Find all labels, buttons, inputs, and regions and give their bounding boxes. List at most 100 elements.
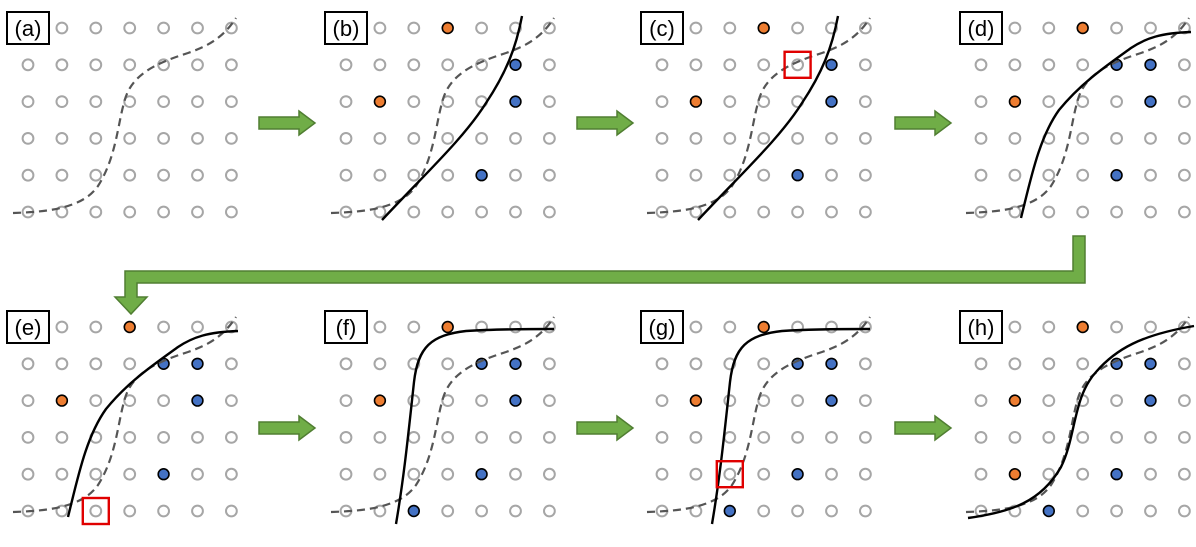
unlabeled-point	[225, 467, 238, 481]
panel: (f)	[324, 310, 556, 525]
unlabeled-point	[1110, 394, 1123, 408]
unlabeled-point	[1144, 168, 1157, 182]
unlabeled-point	[1178, 205, 1191, 219]
unlabeled-point	[123, 95, 137, 108]
right-arrow	[894, 414, 953, 442]
unlabeled-point	[1144, 504, 1157, 518]
unlabeled-point	[373, 58, 387, 72]
unlabeled-point	[373, 320, 387, 334]
labeled-point-orange	[1076, 320, 1089, 334]
right-arrow	[258, 414, 317, 442]
unlabeled-point	[757, 431, 771, 444]
labeled-point-orange	[689, 394, 703, 407]
unlabeled-point	[89, 504, 103, 518]
panel: (e)	[6, 310, 239, 526]
unlabeled-point	[407, 132, 421, 145]
unlabeled-point	[407, 168, 421, 182]
unlabeled-point	[1042, 357, 1056, 371]
unlabeled-point	[974, 431, 988, 444]
labeled-point-blue	[191, 357, 204, 370]
unlabeled-point	[339, 95, 353, 108]
unlabeled-point	[157, 504, 171, 518]
unlabeled-point	[225, 21, 238, 35]
query-highlight-box	[715, 460, 744, 489]
labeled-point-orange	[1076, 21, 1089, 35]
unlabeled-point	[191, 58, 204, 72]
unlabeled-point	[543, 431, 556, 444]
labeled-point-orange	[1008, 394, 1022, 407]
unlabeled-point	[1042, 168, 1056, 182]
unlabeled-point	[1042, 467, 1056, 481]
unlabeled-point	[407, 21, 421, 35]
panel: (b)	[324, 11, 556, 221]
unlabeled-point	[441, 357, 455, 371]
unlabeled-point	[123, 205, 137, 219]
unlabeled-point	[89, 168, 103, 182]
unlabeled-point	[21, 357, 35, 371]
labeled-point-blue	[407, 504, 420, 518]
panel-label: (d)	[968, 16, 995, 41]
unlabeled-point	[1076, 58, 1090, 72]
unlabeled-point	[339, 394, 353, 408]
unlabeled-point	[339, 58, 353, 72]
unlabeled-point	[21, 95, 35, 108]
unlabeled-point	[191, 504, 204, 518]
labeled-point-orange	[123, 320, 136, 334]
unlabeled-point	[441, 394, 455, 408]
unlabeled-point	[407, 95, 421, 108]
query-highlight-box	[81, 496, 111, 526]
labeled-point-blue	[1110, 468, 1123, 481]
unlabeled-point	[1144, 320, 1157, 334]
unlabeled-point	[859, 58, 872, 72]
unlabeled-point	[543, 95, 556, 108]
panel-label-box	[6, 310, 50, 344]
unlabeled-point	[1076, 504, 1090, 518]
unlabeled-point	[655, 95, 669, 108]
unlabeled-point	[89, 132, 103, 145]
unlabeled-point	[1178, 394, 1191, 408]
unlabeled-point	[225, 394, 238, 408]
unlabeled-point	[55, 58, 69, 72]
labeled-point-blue	[825, 394, 838, 407]
right-arrow	[576, 414, 635, 442]
unlabeled-point	[225, 58, 238, 72]
unlabeled-point	[157, 95, 171, 108]
unlabeled-point	[723, 467, 737, 481]
unlabeled-point	[509, 168, 522, 182]
labeled-point-blue	[1042, 504, 1056, 518]
unlabeled-point	[21, 431, 35, 444]
true-boundary-dashed	[12, 17, 237, 215]
unlabeled-point	[825, 205, 838, 219]
unlabeled-point	[723, 394, 737, 408]
learned-boundary	[1019, 30, 1192, 219]
unlabeled-point	[1178, 168, 1191, 182]
unlabeled-point	[157, 320, 171, 334]
labeled-point-blue	[1144, 95, 1157, 108]
unlabeled-point	[689, 21, 703, 35]
panel-label-box	[6, 11, 50, 45]
right-arrow	[576, 109, 635, 137]
true-boundary-dashed	[330, 17, 555, 215]
unlabeled-point	[689, 431, 703, 444]
unlabeled-point	[55, 168, 69, 182]
unlabeled-point	[825, 132, 838, 145]
right-arrow	[258, 109, 317, 137]
unlabeled-point	[689, 168, 703, 182]
labeled-point-orange	[689, 95, 703, 108]
unlabeled-point	[825, 504, 838, 518]
unlabeled-point	[791, 205, 804, 219]
unlabeled-point	[791, 394, 804, 408]
unlabeled-point	[509, 467, 522, 481]
labeled-point-blue	[475, 468, 488, 481]
labeled-point-orange	[757, 320, 770, 334]
unlabeled-point	[859, 357, 872, 371]
unlabeled-point	[441, 95, 455, 108]
unlabeled-point	[1076, 357, 1090, 371]
unlabeled-point	[509, 504, 522, 518]
true-boundary-dashed	[965, 316, 1190, 514]
unlabeled-point	[55, 467, 69, 481]
unlabeled-point	[373, 357, 387, 371]
unlabeled-point	[655, 394, 669, 408]
learned-boundary	[697, 15, 840, 221]
unlabeled-point	[21, 467, 35, 481]
